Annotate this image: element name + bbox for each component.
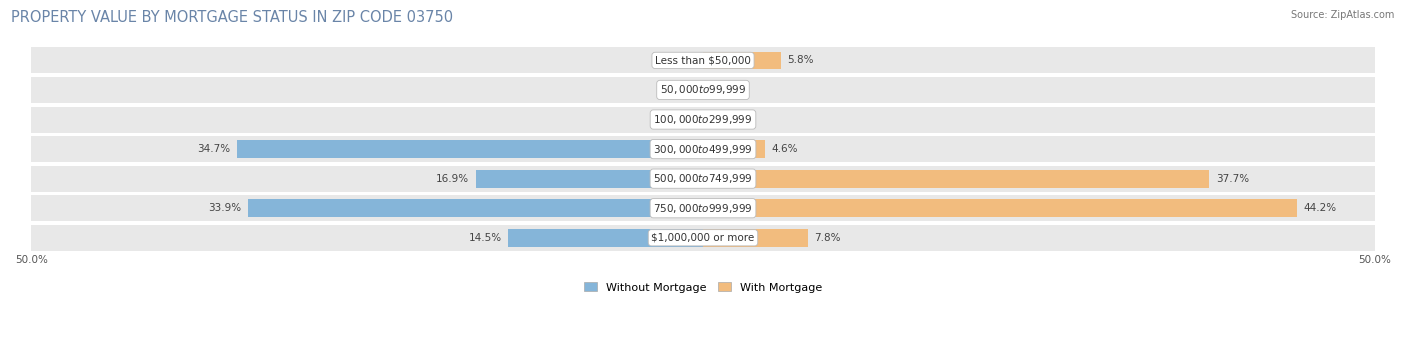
Bar (31, 136, 1375, 162)
Bar (477, 170, 703, 188)
Text: $750,000 to $999,999: $750,000 to $999,999 (654, 202, 752, 215)
Bar (703, 52, 780, 69)
Text: 0.0%: 0.0% (671, 55, 696, 65)
Text: 16.9%: 16.9% (436, 174, 470, 184)
Bar (703, 199, 1296, 217)
Bar (31, 106, 1375, 133)
Text: $300,000 to $499,999: $300,000 to $499,999 (654, 142, 752, 156)
Text: 33.9%: 33.9% (208, 203, 240, 213)
Text: Source: ZipAtlas.com: Source: ZipAtlas.com (1291, 10, 1395, 20)
Text: 44.2%: 44.2% (1303, 203, 1337, 213)
Bar (31, 195, 1375, 221)
Text: PROPERTY VALUE BY MORTGAGE STATUS IN ZIP CODE 03750: PROPERTY VALUE BY MORTGAGE STATUS IN ZIP… (11, 10, 453, 25)
Text: 14.5%: 14.5% (468, 233, 502, 243)
Legend: Without Mortgage, With Mortgage: Without Mortgage, With Mortgage (583, 282, 823, 292)
Text: $500,000 to $749,999: $500,000 to $749,999 (654, 172, 752, 185)
Text: 34.7%: 34.7% (197, 144, 231, 154)
Text: 4.6%: 4.6% (772, 144, 799, 154)
Bar (31, 166, 1375, 192)
Text: $100,000 to $299,999: $100,000 to $299,999 (654, 113, 752, 126)
Bar (31, 77, 1375, 103)
Text: 7.8%: 7.8% (814, 233, 841, 243)
Text: $50,000 to $99,999: $50,000 to $99,999 (659, 83, 747, 97)
Text: $1,000,000 or more: $1,000,000 or more (651, 233, 755, 243)
Text: 0.0%: 0.0% (710, 115, 735, 124)
Bar (703, 170, 1209, 188)
Bar (31, 47, 1375, 73)
Bar (31, 225, 1375, 251)
Text: 0.0%: 0.0% (671, 85, 696, 95)
Text: 5.8%: 5.8% (787, 55, 814, 65)
Bar (508, 229, 703, 246)
Bar (238, 140, 703, 158)
Text: Less than $50,000: Less than $50,000 (655, 55, 751, 65)
Bar (703, 140, 765, 158)
Bar (703, 229, 808, 246)
Text: 0.0%: 0.0% (710, 85, 735, 95)
Text: 37.7%: 37.7% (1216, 174, 1249, 184)
Bar (247, 199, 703, 217)
Text: 0.0%: 0.0% (671, 115, 696, 124)
